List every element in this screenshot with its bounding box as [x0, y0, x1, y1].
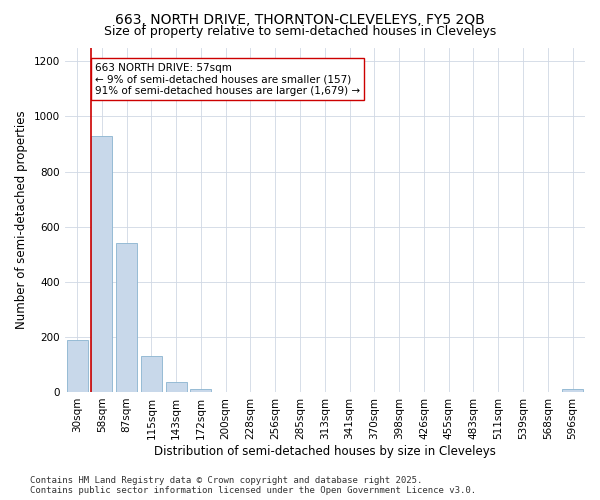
Text: Size of property relative to semi-detached houses in Cleveleys: Size of property relative to semi-detach…	[104, 25, 496, 38]
Bar	[67, 340, 88, 392]
Bar	[562, 389, 583, 392]
Text: 663 NORTH DRIVE: 57sqm
← 9% of semi-detached houses are smaller (157)
91% of sem: 663 NORTH DRIVE: 57sqm ← 9% of semi-deta…	[95, 62, 360, 96]
Bar	[166, 382, 187, 392]
Text: Contains HM Land Registry data © Crown copyright and database right 2025.
Contai: Contains HM Land Registry data © Crown c…	[30, 476, 476, 495]
Bar	[91, 136, 112, 392]
Bar	[190, 389, 211, 392]
Bar	[116, 243, 137, 392]
X-axis label: Distribution of semi-detached houses by size in Cleveleys: Distribution of semi-detached houses by …	[154, 444, 496, 458]
Y-axis label: Number of semi-detached properties: Number of semi-detached properties	[15, 110, 28, 329]
Bar	[141, 356, 162, 392]
Text: 663, NORTH DRIVE, THORNTON-CLEVELEYS, FY5 2QB: 663, NORTH DRIVE, THORNTON-CLEVELEYS, FY…	[115, 12, 485, 26]
